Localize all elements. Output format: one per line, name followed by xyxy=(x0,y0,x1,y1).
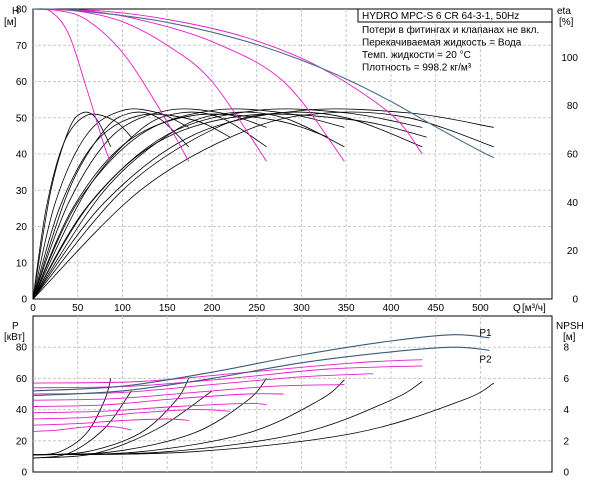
power-speed-curve xyxy=(32,425,132,432)
head-speed-curve xyxy=(32,8,112,162)
efficiency-curve xyxy=(32,111,494,300)
efficiency-curve xyxy=(32,113,231,300)
series-label-p2: P2 xyxy=(479,354,492,365)
head-envelope-curve xyxy=(32,8,495,159)
eta-y-tick-label: 40 xyxy=(567,198,579,209)
chart-title-box xyxy=(357,8,553,23)
head-speed-curve xyxy=(32,8,190,162)
q-x-tick-label: 50 xyxy=(72,303,84,314)
q-x-tick-label: 250 xyxy=(248,303,265,314)
head-y-tick-label: 70 xyxy=(16,41,28,52)
chart-note: Плотность = 998.2 кг/м³ xyxy=(362,63,472,74)
npsh-y-tick-label: 2 xyxy=(563,436,569,447)
eta-y-tick-label: 0 xyxy=(572,295,578,306)
q-x-tick-label: 150 xyxy=(159,303,176,314)
npsh-curve xyxy=(32,382,494,456)
npsh-curve xyxy=(32,390,213,459)
chart-note: Перекачиваемая жидкость = Вода xyxy=(362,38,522,49)
power-axis-unit: [кВт] xyxy=(4,332,25,343)
npsh-curve xyxy=(32,378,190,456)
power-envelope-p1 xyxy=(32,334,490,392)
npsh-y-tick-label: 6 xyxy=(563,374,569,385)
npsh-axis-unit: [м] xyxy=(563,332,576,343)
head-speed-curve xyxy=(32,8,345,162)
q-x-tick-label: 0 xyxy=(30,303,36,314)
head-y-tick-label: 60 xyxy=(16,77,28,88)
power-y-tick-label: 20 xyxy=(16,436,28,447)
head-axis-unit: [м] xyxy=(4,17,17,28)
eta-y-tick-label: 100 xyxy=(561,53,578,64)
power-y-tick-label: 80 xyxy=(16,343,28,354)
q-x-tick-label: 350 xyxy=(338,303,355,314)
efficiency-curve xyxy=(32,111,345,300)
head-axis-label: H xyxy=(12,6,19,17)
power-speed-curve xyxy=(32,409,230,420)
q-x-tick-label: 450 xyxy=(427,303,444,314)
efficiency-curve xyxy=(32,113,427,300)
power-speed-curve xyxy=(32,402,267,414)
q-x-tick-label: 200 xyxy=(204,303,221,314)
efficiency-curve xyxy=(32,108,423,300)
efficiency-curves xyxy=(32,108,494,300)
power-speed-curve xyxy=(32,384,345,401)
head-y-tick-label: 0 xyxy=(21,295,27,306)
chart-note: Темп. жидкости = 20 °C xyxy=(362,50,471,61)
power-speed-curve xyxy=(32,418,189,426)
eta-axis-unit: [%] xyxy=(559,17,574,28)
series-label-p1: P1 xyxy=(479,328,492,339)
head-y-tick-label: 30 xyxy=(16,186,28,197)
power-axis-label: P xyxy=(12,321,19,332)
power-speed-curve xyxy=(32,393,284,407)
q-axis-unit: [м³/ч] xyxy=(522,303,546,314)
npsh-y-tick-label: 0 xyxy=(563,468,569,479)
efficiency-curve xyxy=(32,113,329,300)
power-y-tick-label: 0 xyxy=(21,468,27,479)
head-panel: 0 10 20 30 40 50 60 70 80 0 20 40 60 80 100 0 50 100 150 20… xyxy=(4,5,578,315)
power-y-tick-label: 60 xyxy=(16,374,28,385)
head-grid xyxy=(33,9,552,299)
efficiency-curve xyxy=(32,113,132,300)
power-envelope-p2 xyxy=(32,346,490,397)
efficiency-curve xyxy=(32,108,267,300)
q-x-tick-label: 500 xyxy=(472,303,489,314)
power-y-tick-label: 40 xyxy=(16,405,28,416)
eta-y-tick-label: 20 xyxy=(567,246,579,257)
q-axis-label: Q xyxy=(513,303,521,314)
chart-note: Потери в фитингах и клапанах не вкл. xyxy=(362,24,539,36)
npsh-y-tick-label: 8 xyxy=(563,343,569,354)
power-panel: 0 20 40 60 80 0 2 4 6 8 P[кВт] NPSH[м] P1 P2 xyxy=(4,315,584,479)
eta-y-tick-label: 60 xyxy=(567,150,579,161)
head-speed-curve xyxy=(32,8,423,155)
q-x-tick-label: 100 xyxy=(114,303,131,314)
head-y-tick-label: 50 xyxy=(16,113,28,124)
power-speed-curve xyxy=(32,365,423,389)
efficiency-curve xyxy=(32,111,189,300)
q-x-tick-label: 400 xyxy=(383,303,400,314)
head-speed-curves xyxy=(32,8,423,162)
npsh-axis-label: NPSH xyxy=(556,321,584,332)
eta-y-tick-label: 80 xyxy=(567,101,579,112)
head-y-tick-label: 20 xyxy=(16,222,28,233)
npsh-y-tick-label: 4 xyxy=(563,405,569,416)
head-y-tick-label: 10 xyxy=(16,258,28,269)
q-x-tick-label: 300 xyxy=(293,303,310,314)
eta-axis-label: eta xyxy=(557,6,571,17)
efficiency-curve xyxy=(32,111,267,300)
head-y-tick-label: 80 xyxy=(16,5,28,16)
chart-title: HYDRO MPC-S 6 CR 64-3-1, 50Hz xyxy=(362,11,519,22)
head-y-tick-label: 40 xyxy=(16,150,28,161)
